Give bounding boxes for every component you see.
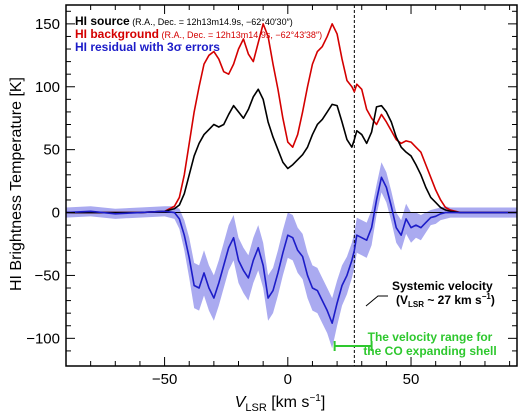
y-tick-label: 150 <box>35 16 60 33</box>
velocity-range-line2: the CO expanding shell <box>363 344 496 358</box>
x-tick-label: −50 <box>152 371 177 388</box>
systemic-value-open: (V <box>396 293 408 307</box>
legend-source-label: source <box>87 14 130 28</box>
legend-background-prefix: HI <box>75 27 87 41</box>
systemic-velocity-title: Systemic velocity <box>392 279 493 293</box>
systemic-value-close: ) <box>491 293 495 307</box>
legend-source-coords: (R.A., Dec. = 12h13m14.9s, −62°40′30″) <box>130 17 293 27</box>
x-axis-label: VLSR [km s−1] <box>235 393 326 414</box>
systemic-value-exp: −1 <box>482 292 492 301</box>
series-line-background <box>66 23 517 214</box>
legend: HI source (R.A., Dec. = 12h13m14.9s, −62… <box>75 14 322 54</box>
legend-background-label: background <box>87 27 159 41</box>
legend-entry-residual: HI residual with 3σ errors <box>75 40 220 54</box>
series-line-residual <box>66 176 517 325</box>
x-axis-label-close: ] <box>321 394 325 411</box>
systemic-velocity-value: (VLSR ~ 27 km s−1) <box>396 292 495 309</box>
legend-residual-prefix: HI <box>75 40 87 54</box>
x-axis-label-exp: −1 <box>309 393 321 404</box>
systemic-value-rest: ~ 27 km s <box>424 293 482 307</box>
legend-entry-background: HI background (R.A., Dec. = 12h13m14.9s,… <box>75 27 322 41</box>
x-axis-label-sub: LSR <box>245 402 266 414</box>
y-tick-label: −100 <box>26 330 60 347</box>
legend-residual-label: residual with 3σ errors <box>87 40 220 54</box>
x-tick-label: 50 <box>403 371 420 388</box>
systemic-value-sub: LSR <box>408 300 424 309</box>
legend-source-prefix: HI <box>75 14 87 28</box>
y-tick-label: 50 <box>43 142 60 159</box>
velocity-range-line1: The velocity range for <box>368 330 493 344</box>
y-tick-label: 100 <box>35 79 60 96</box>
x-axis-label-unit: [km s <box>267 394 310 411</box>
plot-area: −50 0 50 −100 −50 0 50 100 150 <box>26 4 518 388</box>
legend-entry-source: HI source (R.A., Dec. = 12h13m14.9s, −62… <box>75 14 293 28</box>
plot-frame <box>65 4 518 367</box>
y-tick-label: 0 <box>52 205 60 222</box>
y-tick-label: −50 <box>35 267 60 284</box>
velocity-range-annotation: The velocity range for the CO expanding … <box>363 330 496 358</box>
y-axis-label: HI Brightness Temperature [K] <box>8 77 25 291</box>
systemic-velocity-pointer <box>365 295 388 307</box>
x-tick-label: 0 <box>284 371 292 388</box>
systemic-velocity-annotation: Systemic velocity (VLSR ~ 27 km s−1) <box>365 279 495 309</box>
x-axis-label-v: V <box>235 394 247 411</box>
legend-background-coords: (R.A., Dec. = 12h13m14.9s, −62°43′38″) <box>159 30 322 40</box>
residual-error-band <box>66 162 517 349</box>
series-line-source <box>66 88 517 214</box>
